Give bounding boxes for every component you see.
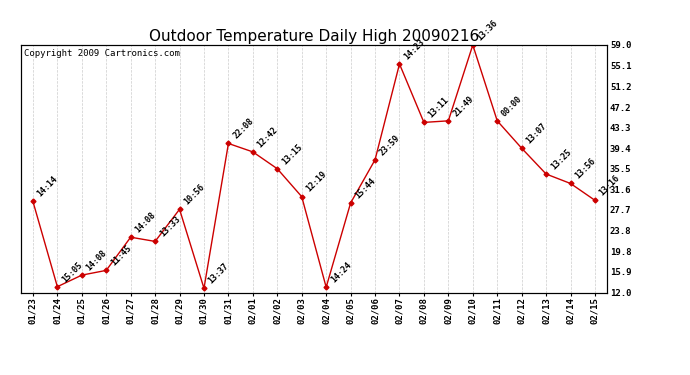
Text: 14:14: 14:14 — [36, 175, 60, 199]
Text: Copyright 2009 Cartronics.com: Copyright 2009 Cartronics.com — [23, 49, 179, 58]
Text: 13:15: 13:15 — [280, 142, 304, 166]
Text: 15:05: 15:05 — [60, 260, 84, 284]
Text: 22:08: 22:08 — [231, 117, 255, 141]
Text: 23:59: 23:59 — [378, 133, 402, 157]
Text: 11:45: 11:45 — [109, 244, 133, 268]
Text: 15:44: 15:44 — [353, 176, 377, 200]
Text: 13:56: 13:56 — [573, 157, 598, 181]
Text: 10:56: 10:56 — [182, 183, 206, 207]
Text: 14:24: 14:24 — [329, 260, 353, 285]
Text: 14:08: 14:08 — [133, 210, 157, 234]
Text: 14:23: 14:23 — [402, 37, 426, 61]
Title: Outdoor Temperature Daily High 20090216: Outdoor Temperature Daily High 20090216 — [149, 29, 479, 44]
Text: 13:37: 13:37 — [207, 261, 230, 285]
Text: 13:16: 13:16 — [598, 174, 622, 198]
Text: 13:25: 13:25 — [549, 147, 573, 171]
Text: 13:33: 13:33 — [158, 214, 182, 238]
Text: 13:36: 13:36 — [475, 18, 500, 42]
Text: 12:42: 12:42 — [255, 125, 279, 149]
Text: 21:49: 21:49 — [451, 94, 475, 118]
Text: 00:00: 00:00 — [500, 94, 524, 118]
Text: 14:08: 14:08 — [85, 248, 108, 272]
Text: 13:07: 13:07 — [524, 122, 549, 146]
Text: 13:11: 13:11 — [426, 96, 451, 120]
Text: 12:19: 12:19 — [304, 170, 328, 194]
